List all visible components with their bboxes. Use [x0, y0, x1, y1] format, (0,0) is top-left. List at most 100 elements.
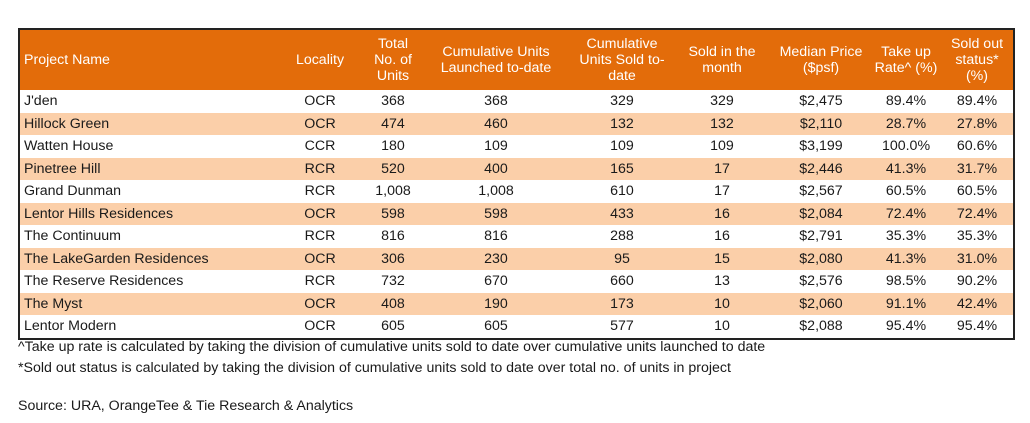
cell-sold-out-status: 42.4%	[941, 292, 1015, 315]
table-body: J'den OCR 368 368 329 329 $2,475 89.4% 8…	[18, 90, 1015, 340]
cell-project-name: The LakeGarden Residences	[18, 247, 275, 270]
cell-project-name: Hillock Green	[18, 112, 275, 135]
cell-cumulative-launched: 368	[421, 90, 571, 113]
cell-locality: RCR	[275, 180, 365, 203]
table-footnotes: ^Take up rate is calculated by taking th…	[18, 337, 765, 379]
cell-median-price: $2,446	[771, 157, 871, 180]
cell-sold-out-status: 72.4%	[941, 202, 1015, 225]
cell-cumulative-launched: 605	[421, 315, 571, 340]
cell-median-price: $3,199	[771, 135, 871, 158]
cell-take-up-rate: 41.3%	[871, 247, 941, 270]
header-project-name: Project Name	[18, 28, 275, 90]
cell-total-units: 732	[365, 270, 421, 293]
cell-sold-out-status: 60.6%	[941, 135, 1015, 158]
cell-project-name: Pinetree Hill	[18, 157, 275, 180]
header-locality: Locality	[275, 28, 365, 90]
cell-sold-out-status: 60.5%	[941, 180, 1015, 203]
cell-take-up-rate: 28.7%	[871, 112, 941, 135]
cell-cumulative-launched: 230	[421, 247, 571, 270]
cell-cumulative-launched: 598	[421, 202, 571, 225]
cell-median-price: $2,567	[771, 180, 871, 203]
table-row: The LakeGarden Residences OCR 306 230 95…	[18, 247, 1015, 270]
cell-locality: OCR	[275, 292, 365, 315]
cell-locality: OCR	[275, 90, 365, 113]
cell-total-units: 816	[365, 225, 421, 248]
cell-cumulative-launched: 400	[421, 157, 571, 180]
cell-cumulative-sold: 329	[571, 90, 673, 113]
cell-sold-out-status: 31.0%	[941, 247, 1015, 270]
table-row: J'den OCR 368 368 329 329 $2,475 89.4% 8…	[18, 90, 1015, 113]
header-total-units: Total No. of Units	[365, 28, 421, 90]
cell-total-units: 368	[365, 90, 421, 113]
cell-total-units: 598	[365, 202, 421, 225]
cell-project-name: Lentor Hills Residences	[18, 202, 275, 225]
cell-cumulative-launched: 816	[421, 225, 571, 248]
header-sold-in-month: Sold in the month	[673, 28, 771, 90]
cell-take-up-rate: 72.4%	[871, 202, 941, 225]
cell-cumulative-sold: 132	[571, 112, 673, 135]
cell-project-name: Grand Dunman	[18, 180, 275, 203]
cell-median-price: $2,110	[771, 112, 871, 135]
new-launch-sales-table: Project Name Locality Total No. of Units…	[18, 28, 1015, 340]
footnote-take-up-rate: ^Take up rate is calculated by taking th…	[18, 339, 766, 355]
cell-cumulative-launched: 1,008	[421, 180, 571, 203]
cell-median-price: $2,084	[771, 202, 871, 225]
cell-sold-out-status: 90.2%	[941, 270, 1015, 293]
cell-project-name: The Continuum	[18, 225, 275, 248]
cell-locality: RCR	[275, 225, 365, 248]
table-row: The Reserve Residences RCR 732 670 660 1…	[18, 270, 1015, 293]
cell-take-up-rate: 91.1%	[871, 292, 941, 315]
cell-total-units: 520	[365, 157, 421, 180]
cell-total-units: 605	[365, 315, 421, 340]
cell-cumulative-launched: 460	[421, 112, 571, 135]
cell-sold-in-month: 15	[673, 247, 771, 270]
cell-project-name: Lentor Modern	[18, 315, 275, 340]
header-cumulative-launched: Cumulative Units Launched to-date	[421, 28, 571, 90]
cell-median-price: $2,060	[771, 292, 871, 315]
table-row: Pinetree Hill RCR 520 400 165 17 $2,446 …	[18, 157, 1015, 180]
cell-cumulative-sold: 109	[571, 135, 673, 158]
table-row: Hillock Green OCR 474 460 132 132 $2,110…	[18, 112, 1015, 135]
cell-sold-in-month: 13	[673, 270, 771, 293]
cell-locality: RCR	[275, 157, 365, 180]
cell-cumulative-sold: 173	[571, 292, 673, 315]
sales-table-container: Project Name Locality Total No. of Units…	[18, 28, 1015, 340]
cell-take-up-rate: 60.5%	[871, 180, 941, 203]
cell-total-units: 1,008	[365, 180, 421, 203]
cell-locality: CCR	[275, 135, 365, 158]
table-row: Grand Dunman RCR 1,008 1,008 610 17 $2,5…	[18, 180, 1015, 203]
cell-median-price: $2,791	[771, 225, 871, 248]
cell-cumulative-sold: 165	[571, 157, 673, 180]
cell-sold-out-status: 27.8%	[941, 112, 1015, 135]
cell-project-name: The Myst	[18, 292, 275, 315]
cell-sold-in-month: 16	[673, 202, 771, 225]
cell-take-up-rate: 100.0%	[871, 135, 941, 158]
cell-sold-in-month: 10	[673, 292, 771, 315]
cell-take-up-rate: 95.4%	[871, 315, 941, 340]
cell-project-name: Watten House	[18, 135, 275, 158]
cell-cumulative-sold: 610	[571, 180, 673, 203]
cell-cumulative-sold: 577	[571, 315, 673, 340]
table-row: The Continuum RCR 816 816 288 16 $2,791 …	[18, 225, 1015, 248]
cell-sold-in-month: 10	[673, 315, 771, 340]
cell-total-units: 408	[365, 292, 421, 315]
cell-median-price: $2,475	[771, 90, 871, 113]
cell-locality: OCR	[275, 202, 365, 225]
cell-cumulative-sold: 433	[571, 202, 673, 225]
footnote-sold-out-status: *Sold out status is calculated by taking…	[18, 360, 731, 376]
header-sold-out-status: Sold out status* (%)	[941, 28, 1015, 90]
cell-cumulative-sold: 660	[571, 270, 673, 293]
cell-sold-in-month: 17	[673, 180, 771, 203]
cell-cumulative-launched: 109	[421, 135, 571, 158]
header-median-price: Median Price ($psf)	[771, 28, 871, 90]
cell-sold-in-month: 329	[673, 90, 771, 113]
source-note: Source: URA, OrangeTee & Tie Research & …	[18, 398, 354, 414]
cell-sold-out-status: 95.4%	[941, 315, 1015, 340]
cell-sold-out-status: 35.3%	[941, 225, 1015, 248]
cell-sold-in-month: 16	[673, 225, 771, 248]
header-cumulative-sold: Cumulative Units Sold to-date	[571, 28, 673, 90]
cell-sold-in-month: 17	[673, 157, 771, 180]
cell-take-up-rate: 41.3%	[871, 157, 941, 180]
cell-take-up-rate: 98.5%	[871, 270, 941, 293]
cell-cumulative-sold: 288	[571, 225, 673, 248]
